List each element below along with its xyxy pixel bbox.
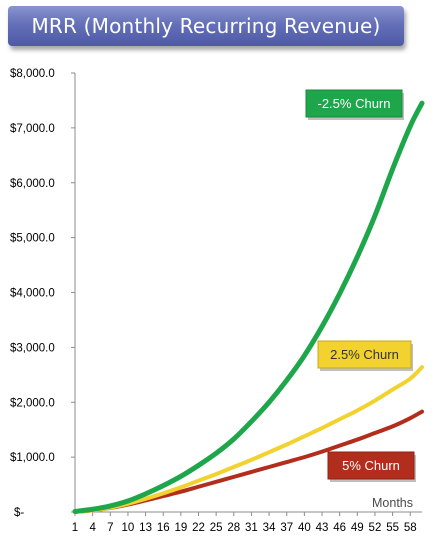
chart-legend-labels: -2.5% Churn 2.5% Churn 5% Churn [305, 89, 416, 482]
x-tick-label: 7 [107, 522, 113, 534]
legend-callout: 5% Churn [327, 451, 416, 482]
legend-callout: 2.5% Churn [317, 340, 413, 371]
x-tick-label: 19 [174, 522, 187, 534]
y-tick-label: $1,000.0 [10, 452, 55, 464]
chart-axes: $- $1,000.0 $2,000.0 $3,000.0 $4,000.0 $5,000… [10, 68, 422, 534]
legend-label: 5% Churn [342, 458, 400, 473]
x-tick-label: 55 [386, 522, 399, 534]
x-tick-label: 13 [139, 522, 152, 534]
x-tick-label: 28 [227, 522, 240, 534]
series-line-2-5-churn [73, 365, 424, 514]
x-tick-label: 40 [298, 522, 311, 534]
x-tick-label: 31 [245, 522, 258, 534]
chart-title: MRR (Monthly Recurring Revenue) [8, 6, 404, 46]
x-tick-label: 22 [192, 522, 205, 534]
y-tick-label: $7,000.0 [10, 123, 55, 135]
x-tick-label: 37 [280, 522, 293, 534]
legend-label: -2.5% Churn [318, 96, 391, 111]
y-tick-label: $6,000.0 [10, 178, 55, 190]
y-tick-label: $- [14, 507, 24, 519]
legend-label: 2.5% Churn [330, 347, 399, 362]
chart-series [72, 100, 425, 514]
x-tick-label: 25 [210, 522, 223, 534]
x-tick-label: 1 [72, 522, 78, 534]
y-tick-label: $5,000.0 [10, 233, 55, 245]
x-tick-label: 10 [122, 522, 135, 534]
x-tick-label: 16 [157, 522, 170, 534]
y-tick-label: $3,000.0 [10, 342, 55, 354]
x-tick-label: 34 [263, 522, 276, 534]
x-tick-label: 52 [369, 522, 382, 534]
x-tick-label: 58 [404, 522, 417, 534]
legend-callout-box [327, 451, 415, 480]
legend-callout: -2.5% Churn [305, 89, 404, 120]
legend-callout-box [317, 340, 412, 369]
x-tick-label: 46 [333, 522, 346, 534]
x-axis-title: Months [372, 496, 413, 510]
x-tick-label: 49 [351, 522, 364, 534]
x-tick-label: 4 [89, 522, 96, 534]
y-tick-label: $8,000.0 [10, 68, 55, 80]
x-tick-label: 43 [316, 522, 329, 534]
y-tick-label: $4,000.0 [10, 288, 55, 300]
y-tick-label: $2,000.0 [10, 397, 55, 409]
series-line-2-5-churn [72, 100, 425, 514]
legend-callout-box [305, 89, 403, 118]
